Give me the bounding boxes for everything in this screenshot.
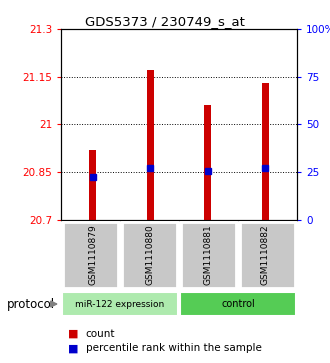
- Text: miR-122 expression: miR-122 expression: [75, 299, 164, 309]
- Bar: [63, 222, 118, 288]
- Bar: [181, 222, 236, 288]
- Bar: [262, 83, 269, 220]
- Text: GSM1110881: GSM1110881: [203, 225, 212, 285]
- Text: percentile rank within the sample: percentile rank within the sample: [86, 343, 262, 354]
- Text: protocol: protocol: [7, 298, 55, 310]
- Bar: [147, 70, 154, 220]
- Bar: [89, 150, 96, 220]
- Text: GSM1110882: GSM1110882: [261, 225, 270, 285]
- Bar: [204, 105, 211, 220]
- Bar: [180, 292, 296, 316]
- Text: GDS5373 / 230749_s_at: GDS5373 / 230749_s_at: [85, 15, 245, 28]
- Text: GSM1110879: GSM1110879: [88, 225, 97, 285]
- Text: ■: ■: [68, 329, 78, 339]
- Bar: [62, 292, 178, 316]
- Text: count: count: [86, 329, 115, 339]
- Text: ■: ■: [68, 343, 78, 354]
- Bar: [240, 222, 295, 288]
- Text: GSM1110880: GSM1110880: [146, 225, 155, 285]
- Bar: [122, 222, 177, 288]
- Text: control: control: [221, 299, 255, 309]
